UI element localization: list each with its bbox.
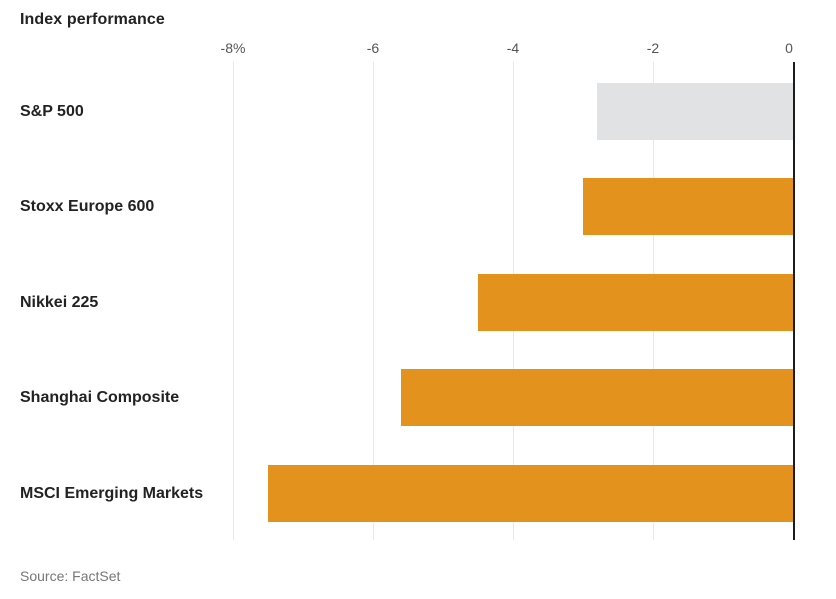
bar-s-p-500 [597,83,793,140]
zero-baseline [793,62,795,540]
category-label: Nikkei 225 [20,293,99,311]
chart-title: Index performance [20,11,165,28]
bar-shanghai-composite [401,369,793,426]
x-tick-label: -4 [506,40,520,56]
x-tick-label: -2 [646,40,660,56]
category-label: Shanghai Composite [20,388,180,406]
x-tick-label: -6 [366,40,380,56]
bar-msci-emerging-markets [268,465,793,522]
bar-stoxx-europe-600 [583,178,793,235]
category-label: Stoxx Europe 600 [20,197,155,215]
bar-nikkei-225 [478,274,793,331]
x-gridline [233,62,234,540]
x-tick-label: 0 [785,40,793,56]
source-note: Source: FactSet [20,568,121,584]
category-label: S&P 500 [20,102,84,120]
x-tick-label: -8% [220,40,246,56]
x-gridline [373,62,374,540]
category-label: MSCI Emerging Markets [20,484,204,502]
